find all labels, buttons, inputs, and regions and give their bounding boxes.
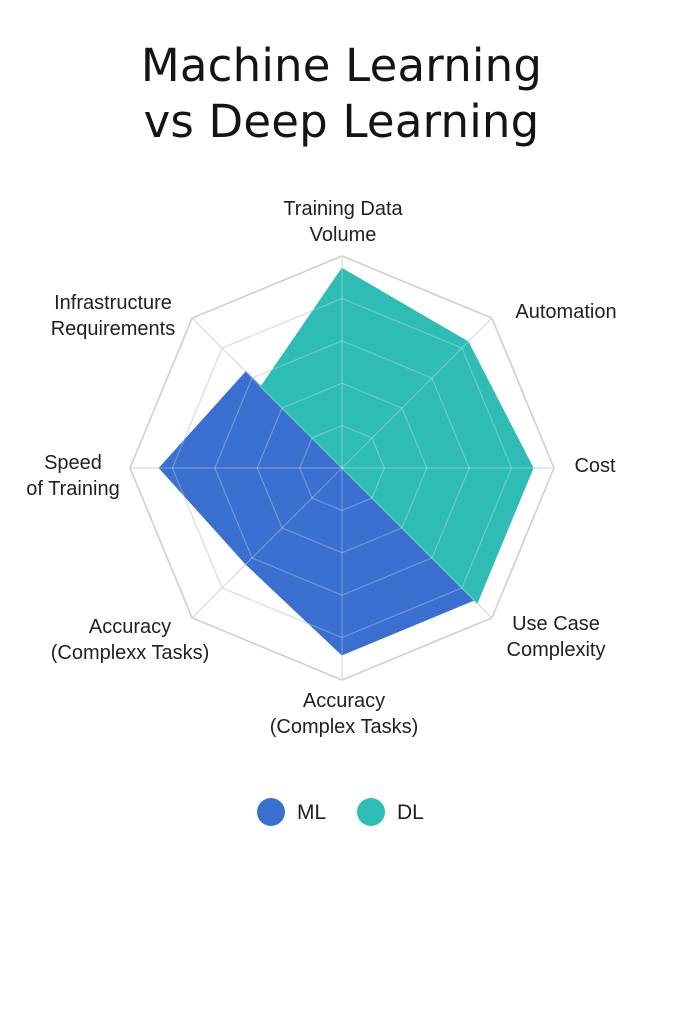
radar-series	[130, 256, 554, 680]
axis-label-5-line-1: Accuracy	[303, 690, 385, 712]
chart-title: Machine Learning vs Deep Learning	[0, 38, 683, 150]
axis-label-7-line-2: of Training	[26, 478, 119, 500]
axis-label-4-line-2: Complexity	[507, 639, 606, 661]
axis-label-8: Infrastructure Requirements	[51, 292, 176, 340]
axis-label-6: Accuracy (Complexx Tasks)	[51, 616, 210, 664]
axis-label-6-line-2: (Complexx Tasks)	[51, 642, 210, 664]
legend-label-dl: DL	[397, 801, 424, 824]
legend: ML DL	[257, 798, 424, 826]
legend-label-ml: ML	[297, 801, 326, 824]
grid-ring-overlay-3	[214, 340, 470, 596]
grid-ring-overlay-4	[171, 297, 513, 639]
axis-label-8-line-2: Requirements	[51, 318, 176, 340]
axis-label-7: Speed of Training	[26, 452, 119, 500]
legend-swatch-ml	[257, 798, 285, 826]
axis-label-2: Automation	[515, 301, 616, 323]
axis-label-7-line-1: Speed	[44, 452, 102, 474]
axis-label-1-line-2: Volume	[310, 224, 377, 246]
axis-label-4: Use Case Complexity	[507, 613, 606, 661]
axis-label-2-line-1: Automation	[515, 301, 616, 323]
axis-label-1: Training Data Volume	[283, 198, 403, 246]
legend-swatch-dl	[357, 798, 385, 826]
axis-labels: Training Data Volume Automation Cost Use Cas…	[26, 198, 616, 738]
axis-label-8-line-1: Infrastructure	[54, 292, 172, 314]
series-dl-area	[260, 267, 534, 605]
grid-spoke-overlay-8	[191, 317, 343, 469]
grid-spoke-overlay-4	[341, 467, 493, 619]
grid-ring-overlay-1	[298, 424, 386, 512]
chart-title-line-2: vs Deep Learning	[143, 95, 540, 148]
grid-spoke-overlay-2	[341, 317, 493, 469]
chart-title-line-1: Machine Learning	[140, 39, 543, 92]
grid-ring-overlay-2	[256, 382, 428, 554]
axis-label-4-line-1: Use Case	[512, 613, 600, 635]
grid-spoke-overlay-6	[191, 467, 343, 619]
axis-label-3-line-1: Cost	[574, 455, 616, 477]
axis-label-5-line-2: (Complex Tasks)	[270, 716, 419, 738]
axis-label-6-line-1: Accuracy	[89, 616, 171, 638]
axis-label-5: Accuracy (Complex Tasks)	[270, 690, 419, 738]
axis-label-3: Cost	[574, 455, 616, 477]
axis-label-1-line-1: Training Data	[283, 198, 403, 220]
